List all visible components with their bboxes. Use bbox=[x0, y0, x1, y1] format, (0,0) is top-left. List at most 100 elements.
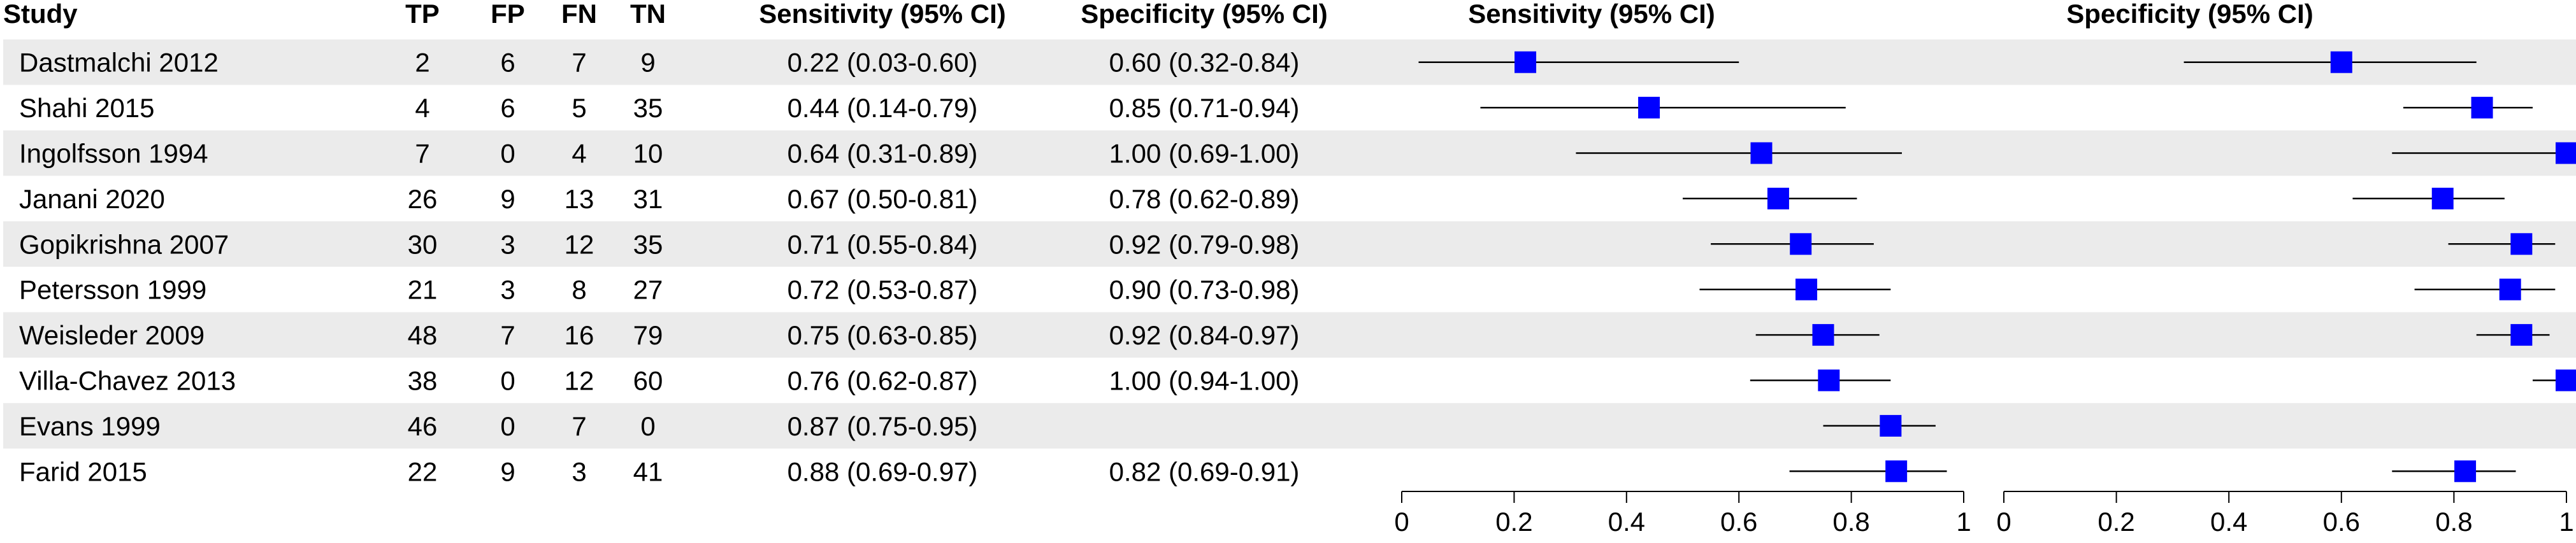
specificity-point-marker bbox=[2510, 324, 2533, 346]
row-band bbox=[3, 221, 2576, 267]
sensitivity-tick-label: 0.2 bbox=[1495, 507, 1532, 537]
table-row: Evans 1999 46 0 7 0 0.87 (0.75-0.95) bbox=[19, 411, 977, 441]
specificity-point-marker bbox=[2454, 460, 2477, 483]
sensitivity-estimate bbox=[1711, 233, 1874, 255]
study-name: Villa-Chavez 2013 bbox=[19, 366, 236, 396]
sensitivity-ci-cell: 0.22 (0.03-0.60) bbox=[788, 48, 978, 78]
specificity-estimate bbox=[2476, 324, 2550, 346]
table-row: Petersson 1999 21 3 8 27 0.72 (0.53-0.87) 0.90… bbox=[19, 275, 1299, 305]
specificity-tick-label: 1 bbox=[2559, 507, 2573, 537]
sensitivity-ci-cell: 0.88 (0.69-0.97) bbox=[788, 456, 978, 486]
sensitivity-point-marker bbox=[1638, 97, 1660, 119]
row-bands bbox=[3, 39, 2576, 449]
tn-cell: 9 bbox=[640, 48, 655, 78]
header-specificity-ci: Specificity (95% CI) bbox=[1081, 0, 1327, 29]
table-header: Study TP FP FN TN Sensitivity (95% CI) S… bbox=[3, 0, 2313, 29]
study-name: Gopikrishna 2007 bbox=[19, 229, 229, 259]
fn-cell: 4 bbox=[572, 139, 586, 169]
specificity-estimate bbox=[2533, 369, 2576, 391]
specificity-panel-title: Specificity (95% CI) bbox=[2066, 0, 2313, 29]
specificity-estimate bbox=[2448, 233, 2556, 255]
tn-cell: 79 bbox=[633, 320, 663, 350]
specificity-tick-label: 0 bbox=[1996, 507, 2011, 537]
sensitivity-estimate bbox=[1699, 278, 1891, 300]
sensitivity-point-marker bbox=[1880, 414, 1902, 437]
sensitivity-point-marker bbox=[1885, 460, 1908, 483]
sensitivity-ci-cell: 0.64 (0.31-0.89) bbox=[788, 139, 978, 169]
specificity-ci-cell: 0.92 (0.79-0.98) bbox=[1109, 229, 1300, 259]
sensitivity-ci-cell: 0.72 (0.53-0.87) bbox=[788, 275, 978, 305]
table-row: Shahi 2015 4 6 5 35 0.44 (0.14-0.79) 0.85 (0.7… bbox=[19, 93, 1299, 123]
specificity-point-marker bbox=[2431, 187, 2454, 209]
sensitivity-tick-label: 1 bbox=[1956, 507, 1971, 537]
header-fp: FP bbox=[491, 0, 525, 29]
table-row: Ingolfsson 1994 7 0 4 10 0.64 (0.31-0.89) 1.00… bbox=[19, 139, 1299, 169]
specificity-ci-cell: 0.92 (0.84-0.97) bbox=[1109, 320, 1300, 350]
table-row: Weisleder 2009 48 7 16 79 0.75 (0.63-0.85) 0.9… bbox=[19, 320, 1299, 350]
fp-cell: 6 bbox=[500, 48, 515, 78]
fp-cell: 7 bbox=[500, 320, 515, 350]
study-table: Dastmalchi 2012 2 6 7 9 0.22 (0.03-0.60) 0.60 … bbox=[19, 48, 1299, 487]
header-tn: TN bbox=[630, 0, 666, 29]
sensitivity-tick-label: 0.4 bbox=[1608, 507, 1645, 537]
specificity-tick-label: 0.2 bbox=[2097, 507, 2134, 537]
specificity-point-marker bbox=[2510, 233, 2533, 255]
fp-cell: 3 bbox=[500, 229, 515, 259]
sensitivity-ci-cell: 0.75 (0.63-0.85) bbox=[788, 320, 978, 350]
sensitivity-point-marker bbox=[1767, 187, 1789, 209]
fp-cell: 0 bbox=[500, 139, 515, 169]
specificity-tick-label: 0.6 bbox=[2323, 507, 2360, 537]
tn-cell: 35 bbox=[633, 93, 663, 123]
fn-cell: 3 bbox=[572, 456, 586, 486]
specificity-forest-panel: 0 0.2 0.4 0.6 0.8 1 bbox=[1996, 51, 2576, 537]
table-row: Villa-Chavez 2013 38 0 12 60 0.76 (0.62-0.87)… bbox=[19, 366, 1299, 396]
fn-cell: 12 bbox=[565, 366, 594, 396]
tp-cell: 46 bbox=[408, 411, 438, 441]
fn-cell: 12 bbox=[565, 229, 594, 259]
sensitivity-tick-label: 0 bbox=[1394, 507, 1409, 537]
sensitivity-ci-cell: 0.67 (0.50-0.81) bbox=[788, 184, 978, 214]
specificity-ci-cell: 0.78 (0.62-0.89) bbox=[1109, 184, 1300, 214]
header-study: Study bbox=[3, 0, 78, 29]
tp-cell: 26 bbox=[408, 184, 438, 214]
study-name: Ingolfsson 1994 bbox=[19, 139, 208, 169]
tn-cell: 27 bbox=[633, 275, 663, 305]
fp-cell: 3 bbox=[500, 275, 515, 305]
tn-cell: 0 bbox=[640, 411, 655, 441]
specificity-tick-label: 0.8 bbox=[2435, 507, 2472, 537]
sensitivity-point-marker bbox=[1818, 369, 1840, 391]
sensitivity-estimate bbox=[1789, 460, 1947, 483]
study-name: Weisleder 2009 bbox=[19, 320, 205, 350]
specificity-point-marker bbox=[2556, 369, 2576, 391]
tn-cell: 31 bbox=[633, 184, 663, 214]
sensitivity-point-marker bbox=[1795, 278, 1818, 300]
specificity-point-marker bbox=[2499, 278, 2521, 300]
row-band bbox=[3, 130, 2576, 176]
study-name: Farid 2015 bbox=[19, 456, 147, 486]
sensitivity-estimate bbox=[1750, 369, 1891, 391]
specificity-estimate bbox=[2403, 97, 2533, 119]
tn-cell: 35 bbox=[633, 229, 663, 259]
tp-cell: 22 bbox=[408, 456, 438, 486]
sensitivity-estimate bbox=[1755, 324, 1880, 346]
row-band bbox=[3, 403, 2576, 449]
specificity-estimate bbox=[2414, 278, 2556, 300]
sensitivity-estimate bbox=[1683, 187, 1857, 209]
specificity-estimate bbox=[2392, 142, 2576, 164]
tp-cell: 38 bbox=[408, 366, 438, 396]
sensitivity-ci-cell: 0.76 (0.62-0.87) bbox=[788, 366, 978, 396]
tp-cell: 7 bbox=[415, 139, 429, 169]
sensitivity-panel-title: Sensitivity (95% CI) bbox=[1468, 0, 1715, 29]
sensitivity-estimate bbox=[1823, 414, 1936, 437]
tp-cell: 48 bbox=[408, 320, 438, 350]
sensitivity-forest-panel: 0 0.2 0.4 0.6 0.8 1 bbox=[1394, 51, 1971, 537]
specificity-point-marker bbox=[2330, 51, 2352, 73]
study-name: Evans 1999 bbox=[19, 411, 161, 441]
specificity-point-marker bbox=[2556, 142, 2576, 164]
tp-cell: 4 bbox=[415, 93, 429, 123]
fp-cell: 9 bbox=[500, 184, 515, 214]
sensitivity-estimate bbox=[1418, 51, 1739, 73]
tp-cell: 30 bbox=[408, 229, 438, 259]
sensitivity-ci-cell: 0.44 (0.14-0.79) bbox=[788, 93, 978, 123]
